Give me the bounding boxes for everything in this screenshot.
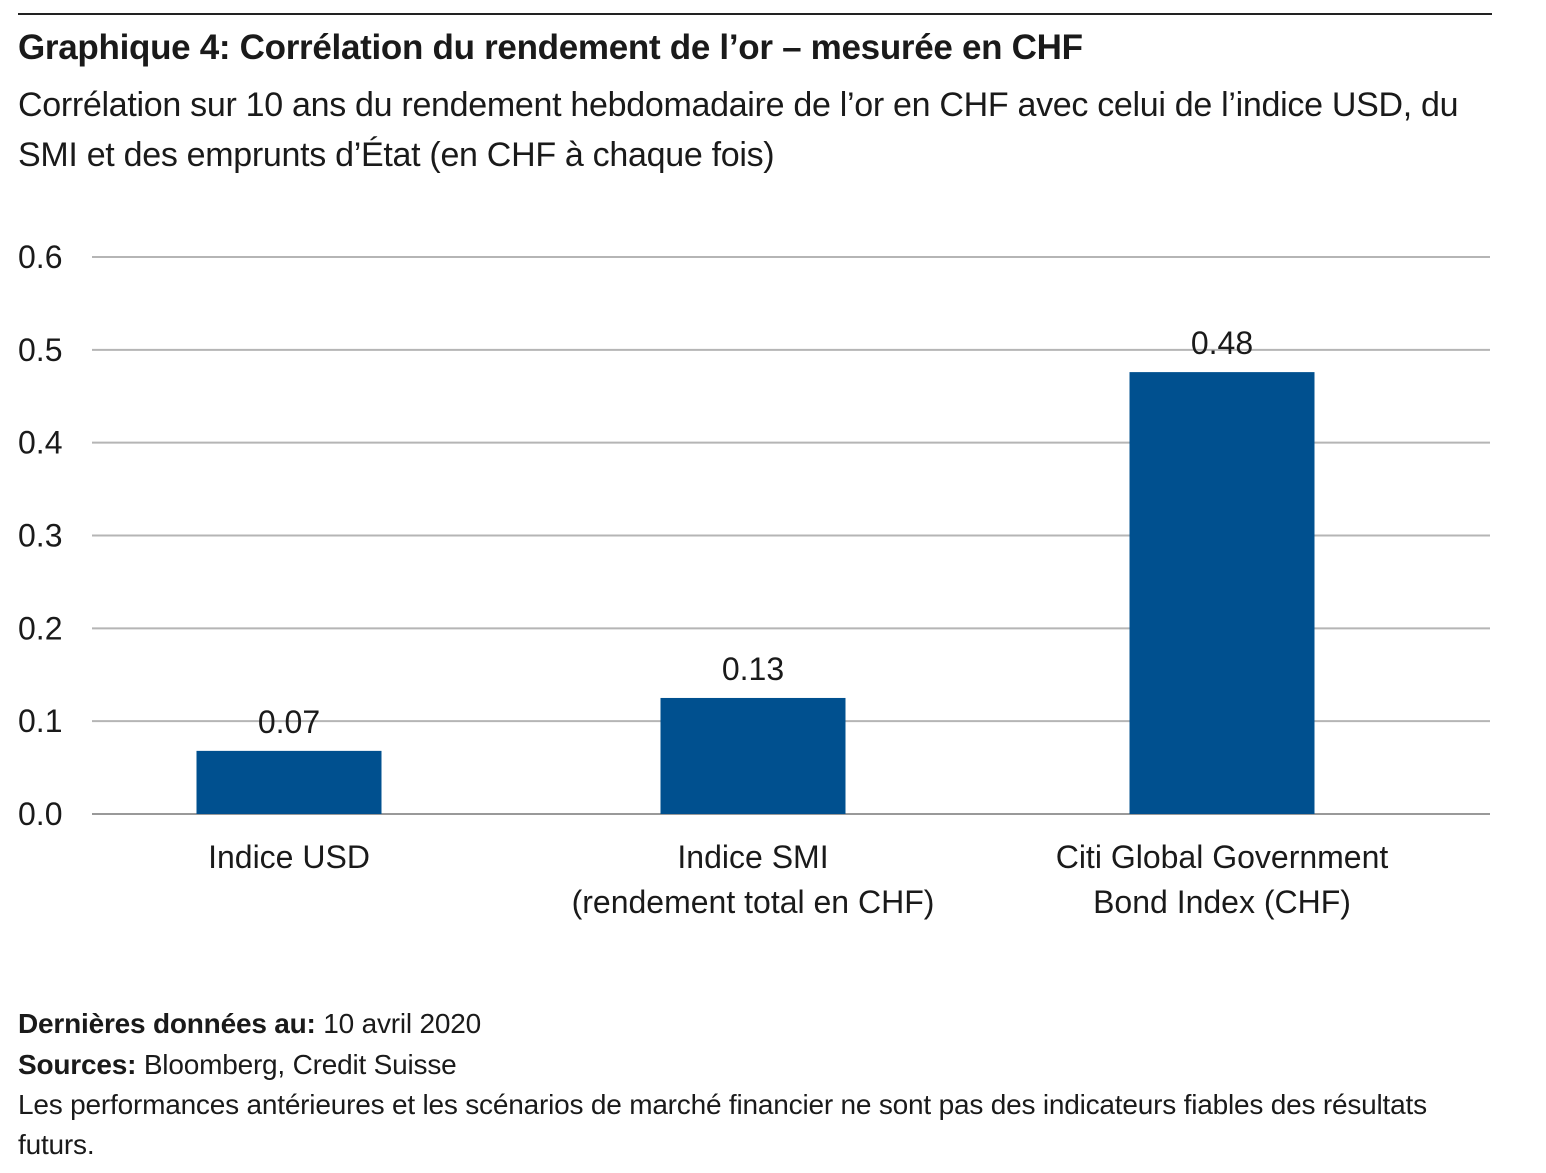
bar xyxy=(196,750,382,814)
sources-label: Sources: xyxy=(18,1049,137,1080)
y-tick-label: 0.6 xyxy=(18,239,62,275)
x-category-label: Indice USD xyxy=(208,839,370,875)
date-label: Dernières données au: xyxy=(18,1008,316,1039)
chart-subtitle: Corrélation sur 10 ans du rendement hebd… xyxy=(18,86,1459,174)
top-rule xyxy=(18,13,1492,15)
date-value: 10 avril 2020 xyxy=(323,1008,482,1039)
y-tick-label: 0.3 xyxy=(18,518,62,554)
bar xyxy=(1129,372,1315,814)
bar xyxy=(660,697,846,814)
chart-title: Graphique 4: Corrélation du rendement de… xyxy=(18,28,1083,67)
chart-footer: Dernières données au: 10 avril 2020 Sour… xyxy=(18,1003,1518,1165)
x-category-label: Bond Index (CHF) xyxy=(1093,884,1351,920)
y-tick-label: 0.4 xyxy=(18,425,62,461)
y-tick-label: 0.1 xyxy=(18,703,62,739)
data-label: 0.07 xyxy=(258,704,320,740)
x-category-label: (rendement total en CHF) xyxy=(572,884,935,920)
bar-chart: 0.0 0.1 0.2 0.3 0.4 0.5 0.6 0.07 Indice USD 0.13 I… xyxy=(18,239,1490,920)
y-tick-label: 0.0 xyxy=(18,796,62,832)
y-tick-label: 0.5 xyxy=(18,332,62,368)
y-tick-label: 0.2 xyxy=(18,610,62,646)
x-category-label: Indice SMI xyxy=(677,839,828,875)
disclaimer: Les performances antérieures et les scén… xyxy=(18,1089,1427,1160)
x-category-label: Citi Global Government xyxy=(1056,839,1389,875)
data-label: 0.48 xyxy=(1191,325,1253,361)
sources-value: Bloomberg, Credit Suisse xyxy=(143,1049,457,1080)
data-label: 0.13 xyxy=(722,651,784,687)
